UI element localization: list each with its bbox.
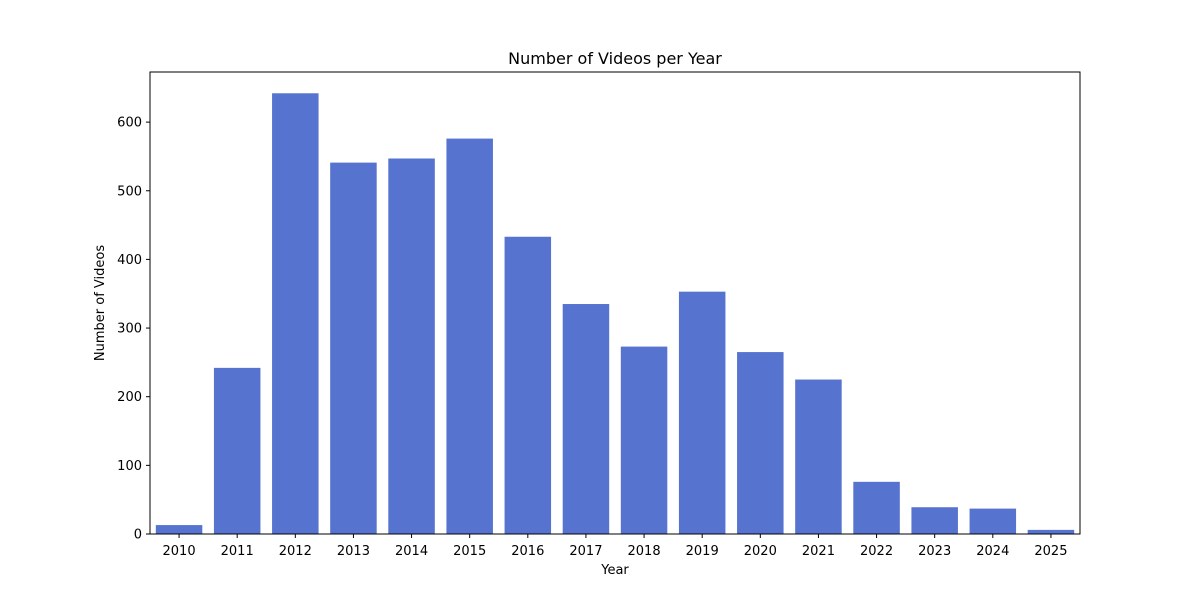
bar-2012 — [272, 93, 319, 534]
y-axis: 0 100 200 300 400 500 600 — [117, 116, 150, 543]
x-tick-label-2013: 2013 — [337, 544, 370, 559]
bar-2016 — [504, 236, 552, 534]
bar-2022 — [853, 481, 900, 534]
bar-2024 — [969, 508, 1017, 534]
x-tick-label-2020: 2020 — [744, 544, 777, 559]
x-axis-label: Year — [600, 563, 629, 578]
bar-2021 — [795, 379, 842, 534]
x-tick-label-2024: 2024 — [976, 544, 1009, 559]
bar-2018 — [620, 346, 668, 534]
x-tick-label-2010: 2010 — [163, 544, 196, 559]
y-tick-label-100: 100 — [117, 459, 142, 474]
y-tick-label-400: 400 — [117, 253, 142, 268]
x-tick-label-2014: 2014 — [395, 544, 428, 559]
x-tick-label-2017: 2017 — [569, 544, 602, 559]
x-tick-label-2011: 2011 — [221, 544, 254, 559]
plot-frame — [149, 71, 1081, 535]
x-tick-label-2021: 2021 — [802, 544, 835, 559]
y-tick-label-600: 600 — [117, 116, 142, 131]
y-tick-label-500: 500 — [117, 184, 142, 199]
x-tick-label-2019: 2019 — [686, 544, 719, 559]
x-tick-label-2025: 2025 — [1034, 544, 1067, 559]
y-tick-label-0: 0 — [134, 528, 142, 543]
x-tick-label-2022: 2022 — [860, 544, 893, 559]
x-tick-label-2018: 2018 — [628, 544, 661, 559]
x-tick-label-2012: 2012 — [279, 544, 312, 559]
bar-2019 — [678, 291, 726, 534]
bar-2015 — [446, 138, 493, 534]
x-tick-label-2016: 2016 — [511, 544, 544, 559]
bar-2013 — [330, 162, 377, 534]
bar-2020 — [737, 352, 784, 534]
y-tick-label-300: 300 — [117, 322, 142, 337]
bar-2025 — [1027, 529, 1075, 534]
bars-group — [155, 93, 1075, 534]
bar-2017 — [562, 304, 610, 534]
bar-2010 — [155, 525, 203, 534]
bar-2011 — [213, 367, 261, 534]
x-tick-label-2015: 2015 — [453, 544, 486, 559]
bar-2023 — [911, 507, 958, 534]
y-axis-label: Number of Videos — [93, 245, 108, 361]
x-axis: 2010 2011 2012 2013 2014 2015 2016 2017 2018 2019… — [163, 534, 1067, 559]
chart-title: Number of Videos per Year — [508, 49, 722, 68]
y-tick-label-200: 200 — [117, 390, 142, 405]
bar-2014 — [388, 158, 435, 534]
x-tick-label-2023: 2023 — [918, 544, 951, 559]
